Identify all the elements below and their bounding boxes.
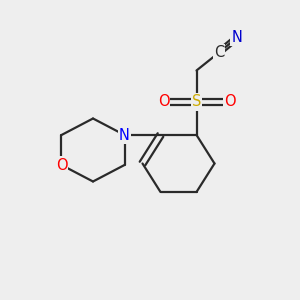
Text: N: N bbox=[232, 30, 242, 45]
Text: N: N bbox=[119, 128, 130, 142]
Text: O: O bbox=[56, 158, 67, 172]
Text: O: O bbox=[224, 94, 235, 110]
Text: O: O bbox=[158, 94, 169, 110]
Text: S: S bbox=[192, 94, 201, 110]
Text: C: C bbox=[214, 45, 224, 60]
